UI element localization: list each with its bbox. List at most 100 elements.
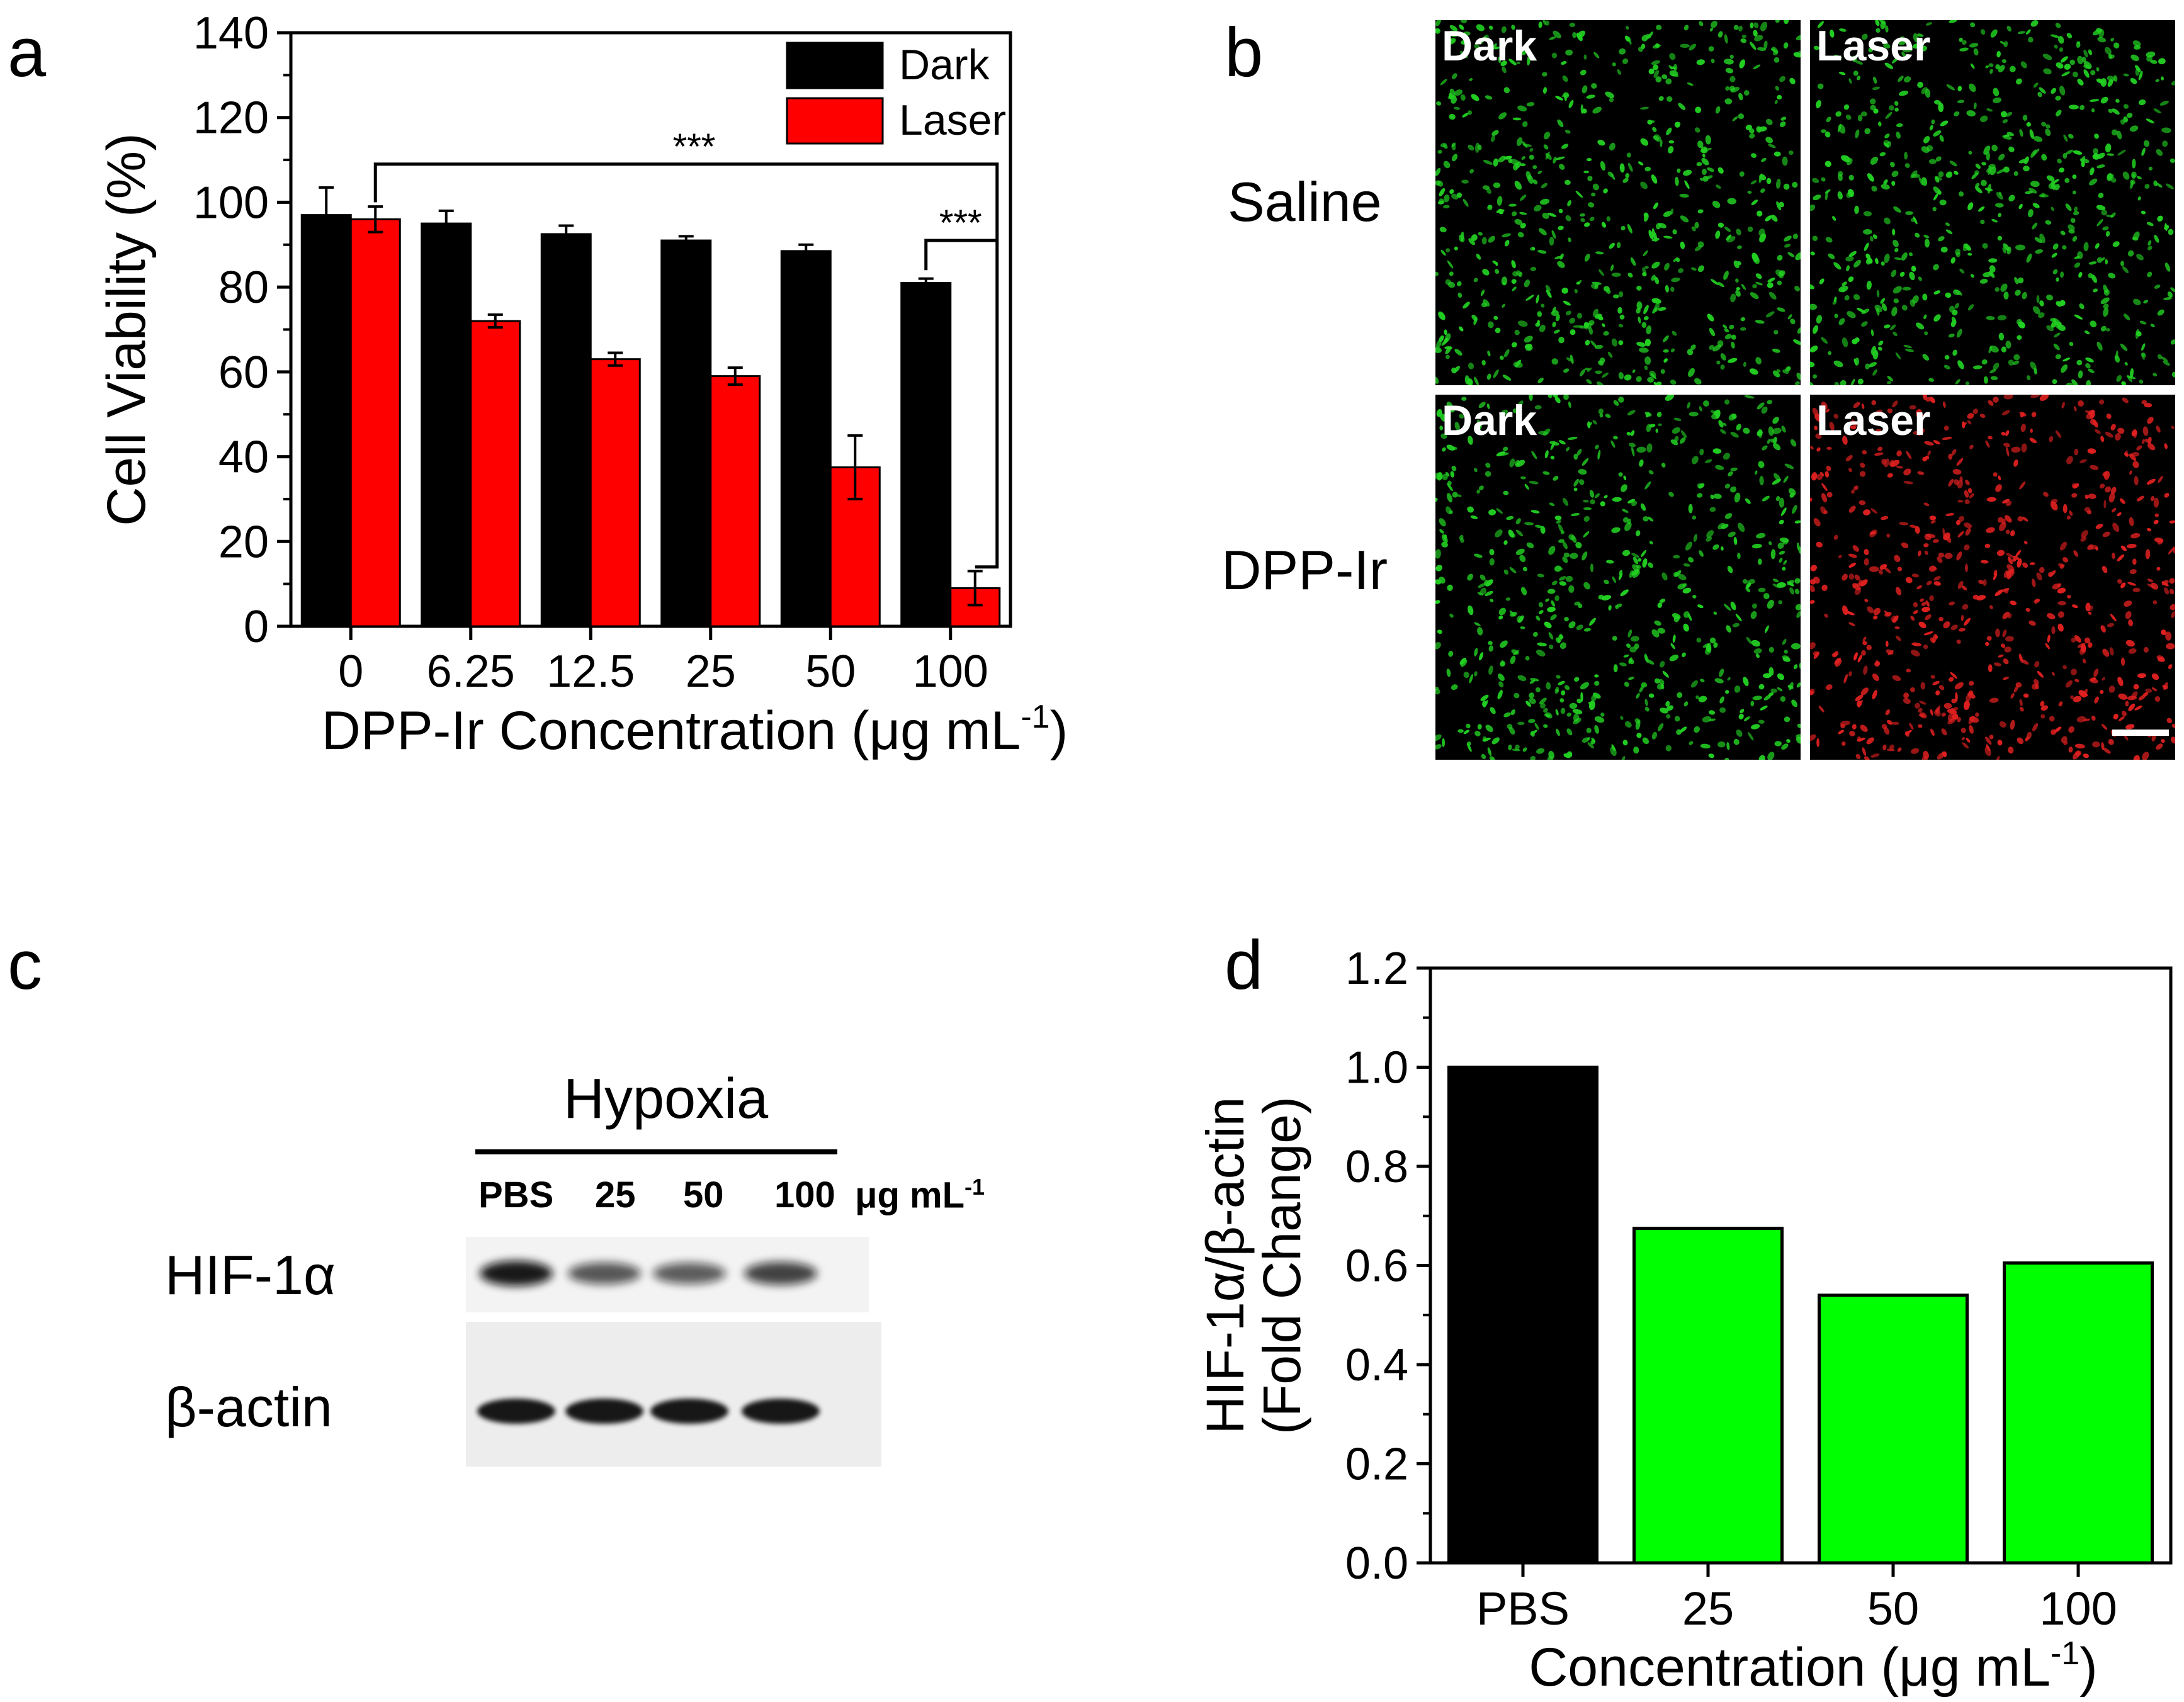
cell	[2069, 342, 2074, 346]
cell	[1775, 179, 1781, 189]
cell	[1779, 76, 1785, 82]
cell	[1883, 43, 1891, 49]
cell	[1454, 89, 1463, 96]
cell	[1583, 500, 1589, 503]
cell	[1538, 228, 1547, 235]
cell	[2062, 245, 2067, 250]
cell	[1915, 232, 1920, 238]
cell	[1846, 265, 1850, 272]
cell	[2132, 558, 2137, 565]
cell	[1530, 266, 1537, 271]
cell	[1503, 712, 1511, 718]
cell	[2102, 677, 2105, 681]
cell	[2171, 611, 2175, 618]
cell	[1566, 713, 1572, 717]
cell	[2128, 648, 2137, 654]
cell	[2025, 607, 2030, 612]
cell	[1970, 22, 1976, 28]
cell	[1892, 400, 1898, 408]
cell	[1529, 154, 1534, 160]
cell	[1623, 654, 1629, 658]
cell	[2050, 501, 2058, 511]
cell	[1545, 151, 1550, 160]
cell	[1957, 500, 1964, 503]
cell	[1725, 67, 1734, 74]
cell	[2020, 659, 2029, 665]
cell	[2102, 471, 2108, 476]
cell	[1853, 402, 1860, 409]
cell	[1647, 31, 1654, 39]
cell	[1981, 359, 1988, 365]
cell	[1598, 409, 1604, 415]
cell	[2004, 646, 2011, 653]
cell	[2141, 439, 2146, 444]
cell	[2060, 56, 2068, 63]
cell	[1862, 33, 1868, 40]
x-axis-label: Concentration (μg mL-1)	[1529, 1635, 2098, 1698]
cell	[1842, 436, 1848, 445]
cell	[1674, 570, 1682, 577]
cell	[1758, 173, 1763, 183]
cell	[1485, 590, 1493, 596]
cell	[1770, 48, 1777, 52]
cell	[1480, 290, 1485, 296]
panel-b-letter: b	[1225, 14, 1264, 91]
cell	[1852, 583, 1861, 588]
cell	[2118, 693, 2128, 700]
cell	[1975, 713, 1979, 717]
cell	[1568, 585, 1575, 593]
cell	[1568, 99, 1574, 108]
cell	[1435, 167, 1441, 176]
cell	[1604, 495, 1608, 499]
cell	[2146, 222, 2154, 227]
cell	[1985, 736, 1992, 745]
cell	[1998, 154, 2005, 161]
cell	[1636, 733, 1642, 738]
cell	[1993, 570, 1998, 576]
cell	[1461, 659, 1468, 667]
cell	[1571, 512, 1580, 517]
cell	[1963, 700, 1970, 711]
cell	[1519, 45, 1522, 51]
cell	[1730, 467, 1738, 471]
cell	[1595, 370, 1602, 374]
x-tick-label: 50	[1867, 1582, 1919, 1635]
cell	[1952, 349, 1957, 356]
cell	[1917, 81, 1923, 88]
cell	[2033, 82, 2039, 88]
cell	[1950, 624, 1958, 631]
cell	[1612, 497, 1622, 502]
cell	[1993, 397, 1999, 403]
cell	[1715, 230, 1721, 239]
cell	[1933, 581, 1941, 586]
cell	[1979, 414, 1986, 418]
cell	[2117, 677, 2124, 686]
cell	[1903, 697, 1911, 704]
cell	[1799, 663, 1801, 669]
cell	[2019, 412, 2027, 417]
cell	[2141, 400, 2147, 405]
cell	[1438, 311, 1446, 320]
cell	[2027, 375, 2031, 381]
cell	[1833, 414, 1839, 419]
cell	[2120, 545, 2127, 551]
cell	[1933, 186, 1941, 194]
cell	[1755, 653, 1760, 658]
cell	[1477, 592, 1483, 596]
cell	[1520, 476, 1526, 480]
cell	[1702, 169, 1707, 175]
cell	[1597, 140, 1605, 146]
cell	[2066, 456, 2073, 465]
cell	[1476, 253, 1481, 260]
cell	[2057, 600, 2067, 606]
cell	[1538, 602, 1544, 607]
cell	[1931, 119, 1935, 125]
cell	[1726, 236, 1736, 243]
cell	[1916, 322, 1925, 330]
cell	[2062, 665, 2067, 670]
cell	[1702, 176, 1709, 182]
cell	[1894, 555, 1901, 562]
cell	[1565, 49, 1573, 56]
cell	[1745, 498, 1751, 504]
cell	[2125, 611, 2132, 619]
